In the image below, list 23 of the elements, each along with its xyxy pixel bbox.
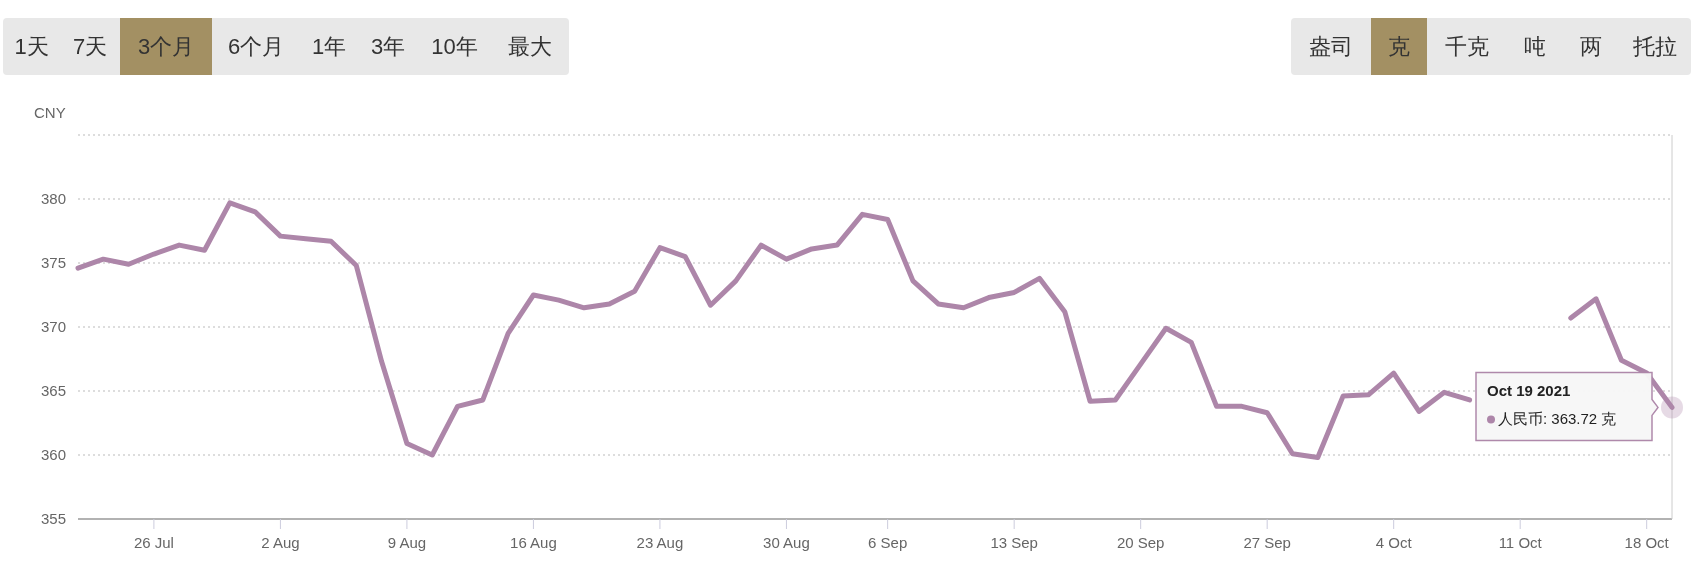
x-tick-label: 13 Sep — [990, 534, 1038, 551]
range-button-group: 1天 7天 3个月 6个月 1年 3年 10年 最大 — [3, 18, 569, 75]
y-tick-label: 370 — [40, 318, 66, 335]
y-axis-title: CNY — [34, 104, 66, 121]
y-tick-label: 380 — [40, 190, 66, 207]
y-tick-label: 360 — [40, 446, 66, 463]
x-tick-label: 30 Aug — [763, 534, 810, 551]
x-tick-label: 2 Aug — [261, 534, 300, 551]
x-tick-label: 4 Oct — [1375, 534, 1413, 551]
y-tick-label: 375 — [40, 254, 66, 271]
x-tick-label: 26 Jul — [133, 534, 174, 551]
y-tick-label: 365 — [40, 382, 66, 399]
x-tick-label: 11 Oct — [1498, 534, 1543, 551]
y-tick-label: 355 — [40, 510, 66, 527]
x-tick-label: 16 Aug — [510, 534, 557, 551]
x-tick-label: 6 Sep — [868, 534, 908, 551]
x-tick-label: 27 Sep — [1243, 534, 1291, 551]
x-tick-label: 9 Aug — [387, 534, 427, 551]
x-tick-label: 20 Sep — [1116, 534, 1165, 551]
x-tick-label: 18 Oct — [1624, 534, 1670, 551]
annotation: Oct 19 2021 人民币: 363.72 克 — [1487, 382, 1617, 428]
unit-button-group: 盎司 克 千克 吨 两 托拉 — [1291, 18, 1691, 75]
x-tick-label: 23 Aug — [636, 534, 684, 551]
